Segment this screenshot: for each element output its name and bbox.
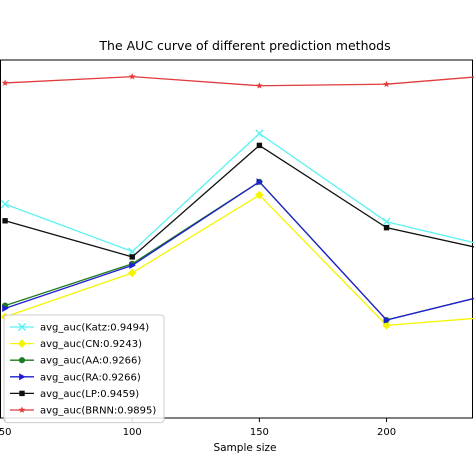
- data-point: [255, 82, 263, 89]
- series-line: [4, 181, 474, 321]
- legend-item: avg_auc(RA:0.9266): [10, 372, 141, 383]
- data-point: [19, 390, 25, 397]
- x-tick-label: 100: [123, 427, 142, 438]
- series-line: [5, 75, 474, 87]
- data-point: [382, 321, 391, 330]
- series-line: [4, 180, 474, 321]
- series-group: [0, 129, 474, 256]
- chart-title: The AUC curve of different prediction me…: [98, 38, 390, 53]
- legend-label: avg_auc(RA:0.9266): [40, 372, 141, 383]
- data-point: [256, 178, 263, 186]
- data-point: [255, 190, 264, 200]
- legend-label: avg_auc(CN:0.9243): [40, 339, 142, 350]
- series-group: [2, 178, 474, 324]
- data-point: [382, 217, 391, 226]
- data-point: [383, 316, 391, 324]
- data-point: [0, 200, 10, 209]
- legend-box: [3, 314, 165, 424]
- legend-item: avg_auc(AA:0.9266): [10, 356, 141, 367]
- series-layer: [0, 73, 474, 330]
- data-point: [1, 79, 9, 86]
- legend: avg_auc(Katz:0.9494) avg_auc(CN:0.9243)av…: [3, 314, 165, 424]
- data-point: [2, 304, 9, 313]
- data-point: [128, 73, 136, 80]
- series-line: [4, 132, 474, 253]
- legend-label: avg_auc(Katz:0.9494): [40, 323, 149, 334]
- legend-item: avg_auc(BRNN:0.9895): [10, 406, 156, 417]
- plot-area: [0, 59, 473, 419]
- x-axis-label: Sample size: [213, 442, 276, 454]
- series-group: [2, 178, 474, 324]
- legend-item: avg_auc(CN:0.9243): [10, 339, 142, 350]
- data-point: [17, 322, 27, 332]
- series-group: [0, 190, 474, 330]
- data-point: [127, 268, 137, 278]
- data-point: [383, 80, 390, 88]
- legend-label: avg_auc(BRNN:0.9895): [40, 406, 156, 417]
- legend-item: avg_auc(LP:0.9459): [10, 389, 139, 400]
- data-point: [2, 218, 8, 224]
- legend-item: avg_auc(Katz:0.9494): [10, 323, 149, 334]
- x-tick-label: 200: [377, 427, 396, 438]
- data-point: [18, 406, 26, 413]
- series-line: [4, 194, 474, 327]
- series-group: [2, 142, 474, 260]
- series-line: [4, 144, 474, 258]
- data-point: [17, 339, 27, 348]
- series-group: [1, 73, 474, 89]
- legend-label: avg_auc(AA:0.9266): [40, 356, 141, 367]
- x-tick-label: 150: [250, 427, 269, 438]
- x-tick-label: 50: [0, 427, 11, 438]
- plot-frame: [0, 59, 473, 419]
- data-point: [19, 373, 26, 381]
- data-point: [383, 224, 390, 231]
- data-point: [18, 357, 26, 364]
- data-point: [256, 142, 263, 149]
- data-point: [129, 254, 135, 260]
- data-point: [255, 129, 264, 138]
- data-point: [129, 261, 136, 269]
- legend-label: avg_auc(LP:0.9459): [40, 389, 139, 400]
